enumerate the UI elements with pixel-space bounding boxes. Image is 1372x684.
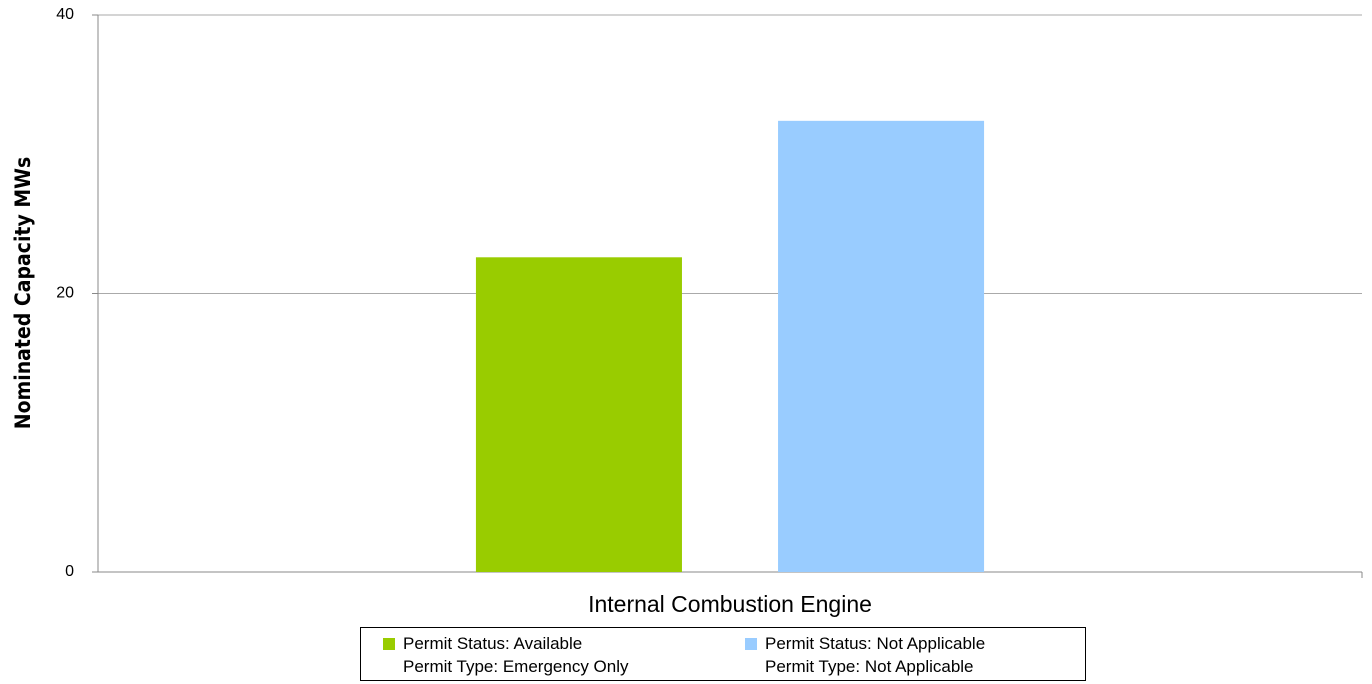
y-axis-title: Nominated Capacity MWs — [11, 157, 35, 429]
bar — [475, 257, 682, 572]
y-tick-label: 40 — [56, 6, 74, 23]
legend-swatch — [745, 638, 757, 650]
legend: Permit Status: Available Permit Type: Em… — [360, 627, 1086, 681]
legend-entry: Permit Status: Available Permit Type: Em… — [361, 628, 723, 680]
legend-entry: Permit Status: Not Applicable Permit Typ… — [723, 628, 1085, 680]
bar — [778, 120, 985, 572]
x-tick-label: Internal Combustion Engine — [588, 591, 872, 617]
legend-swatch — [383, 638, 395, 650]
legend-label: Permit Status: Available Permit Type: Em… — [403, 634, 629, 676]
chart: Nominated Capacity MWs 0 20 40 Internal Com… — [11, 6, 1363, 617]
y-tick-label: 0 — [65, 563, 74, 580]
legend-label: Permit Status: Not Applicable Permit Typ… — [765, 634, 986, 676]
y-tick-label: 20 — [56, 285, 74, 302]
